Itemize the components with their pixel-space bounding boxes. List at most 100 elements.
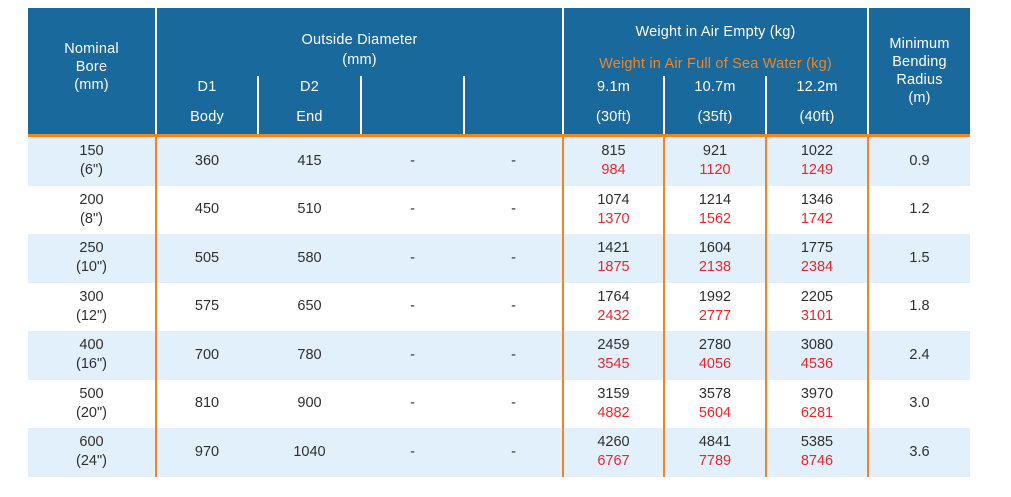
weight-full-value: 2384 xyxy=(800,259,834,276)
weight-empty-value: 3970 xyxy=(800,385,834,402)
cell-d2-end: 510 xyxy=(297,201,322,218)
weight-empty-value: 5385 xyxy=(800,434,834,451)
weight-full-value: 2432 xyxy=(597,307,630,324)
cell-nominal-bore: 200 (8") xyxy=(79,191,104,227)
weight-full-value: 7789 xyxy=(698,453,732,470)
cell-min-bending-radius: 1.2 xyxy=(867,185,970,234)
weight-full-value: 1875 xyxy=(597,259,630,276)
cell-weight-9-1m: 1421 1875 xyxy=(562,234,663,283)
weight-empty-value: 1022 xyxy=(800,143,834,160)
weight-full-value: 1120 xyxy=(699,162,731,179)
pipe-specification-table: Nominal Bore (mm) Outside Diameter (mm) … xyxy=(28,8,970,477)
weight-empty-value: 4260 xyxy=(597,434,630,451)
cell-weight-9-1m: 3159 4882 xyxy=(562,379,663,428)
cell-nominal-bore: 400 (16") xyxy=(76,337,107,373)
weight-full-value: 3545 xyxy=(597,356,630,373)
table-row: 250 (10") 505 580 - - 1421 1875 1604 213… xyxy=(28,234,970,283)
header-sub-d2: D2 End xyxy=(257,76,360,134)
weight-full-value: 1562 xyxy=(698,210,732,227)
weight-full-value: 1742 xyxy=(800,210,834,227)
weight-empty-value: 4841 xyxy=(698,434,732,451)
cell-min-bending-radius: 1.8 xyxy=(867,282,970,331)
cell-od-blank-1: - xyxy=(410,395,415,412)
weight-empty-value: 1764 xyxy=(597,288,630,305)
cell-d1-body: 700 xyxy=(155,331,257,380)
header-sub-d2-top: D2 xyxy=(300,79,319,95)
cell-d1-body: 970 xyxy=(155,428,257,477)
header-sub-10-7m-top: 10.7m xyxy=(694,79,736,95)
table-body: 150 (6") 360 415 - - 815 984 921 1120 10… xyxy=(28,137,970,477)
cell-min-bending-radius: 3.0 xyxy=(867,379,970,428)
cell-weight-9-1m: 1074 1370 xyxy=(562,185,663,234)
weight-empty-value: 1346 xyxy=(800,191,834,208)
cell-d1-body: 450 xyxy=(155,185,257,234)
cell-d1-body: 505 xyxy=(155,234,257,283)
cell-weight-9-1m: 815 984 xyxy=(562,137,663,186)
cell-min-bending-radius: 3.6 xyxy=(867,428,970,477)
table-row: 150 (6") 360 415 - - 815 984 921 1120 10… xyxy=(28,137,970,186)
header-outside-diameter: Outside Diameter (mm) xyxy=(155,8,562,76)
weight-full-value: 1370 xyxy=(597,210,630,227)
weight-full-value: 2777 xyxy=(698,307,732,324)
weight-empty-value: 1992 xyxy=(698,288,732,305)
weight-full-value: 8746 xyxy=(800,453,834,470)
weight-empty-value: 3578 xyxy=(698,385,732,402)
header-weight-full: Weight in Air Full of Sea Water (kg) xyxy=(599,56,832,72)
cell-weight-12-2m: 1775 2384 xyxy=(765,234,867,283)
weight-full-value: 2138 xyxy=(698,259,732,276)
cell-weight-10-7m: 921 1120 xyxy=(663,137,765,186)
cell-weight-9-1m: 2459 3545 xyxy=(562,331,663,380)
cell-min-bending-radius: 1.5 xyxy=(867,234,970,283)
cell-weight-10-7m: 3578 5604 xyxy=(663,379,765,428)
weight-empty-value: 921 xyxy=(702,143,728,160)
weight-full-value: 984 xyxy=(601,162,626,179)
cell-d1-body: 575 xyxy=(155,282,257,331)
cell-od-blank-2: - xyxy=(511,249,516,266)
cell-d2-end: 1040 xyxy=(293,443,326,460)
cell-weight-9-1m: 4260 6767 xyxy=(562,428,663,477)
table-row: 400 (16") 700 780 - - 2459 3545 2780 405… xyxy=(28,331,970,380)
header-sub-d1-bottom: Body xyxy=(190,109,224,125)
header-sub-10-7m: 10.7m (35ft) xyxy=(663,76,765,134)
weight-empty-value: 3159 xyxy=(597,385,630,402)
cell-od-blank-1: - xyxy=(410,152,415,169)
cell-weight-12-2m: 2205 3101 xyxy=(765,282,867,331)
table-row: 600 (24") 970 1040 - - 4260 6767 4841 77… xyxy=(28,428,970,477)
cell-od-blank-2: - xyxy=(511,346,516,363)
cell-weight-10-7m: 1992 2777 xyxy=(663,282,765,331)
header-sub-12-2m-top: 12.2m xyxy=(796,79,838,95)
cell-nominal-bore: 250 (10") xyxy=(76,240,107,276)
cell-od-blank-2: - xyxy=(511,152,516,169)
weight-empty-value: 2459 xyxy=(597,337,630,354)
weight-empty-value: 815 xyxy=(601,143,626,160)
cell-weight-12-2m: 1346 1742 xyxy=(765,185,867,234)
weight-empty-value: 3080 xyxy=(800,337,834,354)
header-weight-empty: Weight in Air Empty (kg) xyxy=(635,24,796,40)
header-sub-d2-bottom: End xyxy=(296,109,323,125)
cell-nominal-bore: 300 (12") xyxy=(76,288,107,324)
cell-d2-end: 900 xyxy=(297,395,322,412)
cell-min-bending-radius: 0.9 xyxy=(867,137,970,186)
weight-full-value: 5604 xyxy=(698,404,732,421)
weight-empty-value: 1421 xyxy=(597,240,630,257)
cell-min-bending-radius: 2.4 xyxy=(867,331,970,380)
cell-od-blank-1: - xyxy=(410,298,415,315)
cell-weight-9-1m: 1764 2432 xyxy=(562,282,663,331)
header-sub-d1-top: D1 xyxy=(197,79,217,95)
cell-weight-12-2m: 5385 8746 xyxy=(765,428,867,477)
weight-full-value: 4882 xyxy=(597,404,630,421)
header-sub-12-2m-bottom: (40ft) xyxy=(799,109,835,125)
cell-d2-end: 415 xyxy=(297,152,322,169)
weight-empty-value: 2205 xyxy=(800,288,834,305)
cell-d2-end: 650 xyxy=(297,298,322,315)
cell-od-blank-1: - xyxy=(410,249,415,266)
cell-weight-12-2m: 3080 4536 xyxy=(765,331,867,380)
header-sub-10-7m-bottom: (35ft) xyxy=(697,109,733,125)
header-sub-9-1m-bottom: (30ft) xyxy=(595,109,632,125)
header-sub-d1: D1 Body xyxy=(155,76,257,134)
header-sub-9-1m: 9.1m (30ft) xyxy=(562,76,663,134)
cell-od-blank-1: - xyxy=(410,201,415,218)
cell-weight-10-7m: 1214 1562 xyxy=(663,185,765,234)
cell-nominal-bore: 150 (6") xyxy=(79,143,104,179)
table-header: Nominal Bore (mm) Outside Diameter (mm) … xyxy=(28,8,970,137)
